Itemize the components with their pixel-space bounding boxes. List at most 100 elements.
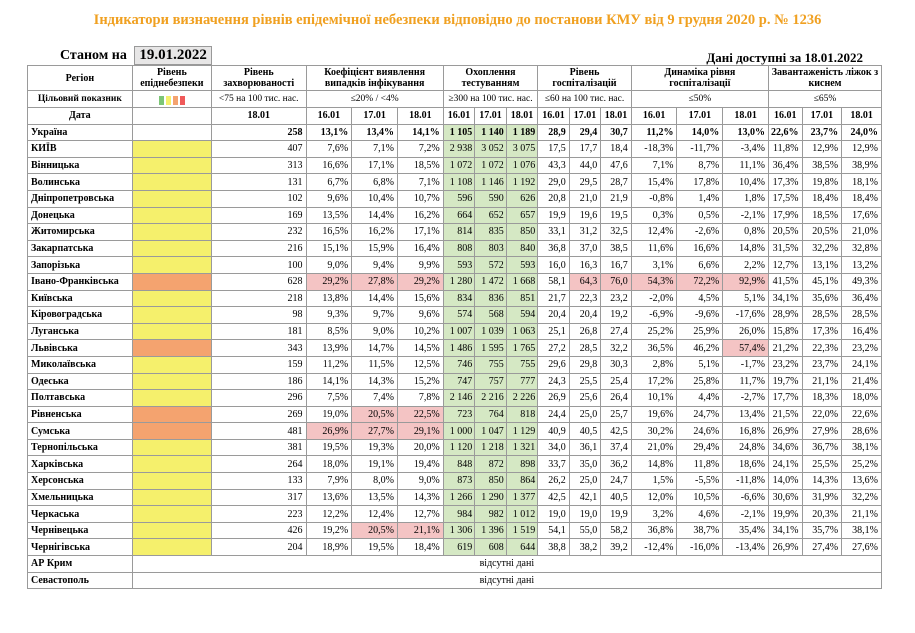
detection-value: 7,1% xyxy=(396,173,444,191)
detection-value: 14,4% xyxy=(351,206,398,225)
coverage-value: 574 xyxy=(442,306,476,324)
hosp-value: 37,4 xyxy=(600,438,632,457)
coverage-value: 851 xyxy=(505,289,539,308)
level-cell xyxy=(131,173,212,191)
dynamics-value: -2,1% xyxy=(722,206,769,225)
region-name: АР Крим xyxy=(27,555,133,573)
dynamics-value: 2,2% xyxy=(722,256,769,274)
beds-value: 23,7% xyxy=(801,123,843,142)
dynamics-value: 17,2% xyxy=(630,372,678,391)
dynamics-value: 15,4% xyxy=(630,173,678,191)
coverage-value: 3 052 xyxy=(474,140,507,158)
hosp-value: 21,0 xyxy=(568,189,602,208)
dynamics-value: 14,0% xyxy=(676,123,724,142)
coverage-value: 898 xyxy=(505,455,539,474)
incidence-value: 269 xyxy=(210,405,307,424)
legend-swatch xyxy=(158,96,164,105)
beds-value: 22,0% xyxy=(801,405,843,424)
coverage-value: 836 xyxy=(474,289,507,308)
coverage-value: 1 192 xyxy=(505,173,539,191)
coverage-value: 1 321 xyxy=(505,438,539,457)
hosp-value: 42,5 xyxy=(600,422,632,440)
level-cell xyxy=(131,521,212,540)
detection-value: 27,7% xyxy=(351,422,398,440)
dynamics-value: 24,8% xyxy=(722,438,769,457)
date-cell: 18.01 xyxy=(396,107,444,125)
beds-value: 27,9% xyxy=(801,422,843,440)
hosp-value: 17,7 xyxy=(568,140,602,158)
coverage-value: 1 519 xyxy=(505,521,539,540)
region-name: Україна xyxy=(27,123,133,142)
hosp-value: 29,5 xyxy=(568,173,602,191)
dynamics-value: 25,9% xyxy=(676,322,724,341)
coverage-value: 747 xyxy=(442,372,476,391)
hosp-value: 25,5 xyxy=(568,372,602,391)
dynamics-value: -9,6% xyxy=(676,306,724,324)
dynamics-value: 18,6% xyxy=(722,455,769,474)
level-cell xyxy=(131,389,212,407)
level-cell xyxy=(131,272,212,291)
date-cell: 16.01 xyxy=(767,107,803,125)
dynamics-value: 14,8% xyxy=(722,239,769,258)
beds-value: 19,8% xyxy=(801,173,843,191)
beds-value: 35,6% xyxy=(801,289,843,308)
level-cell xyxy=(131,422,212,440)
beds-value: 38,1% xyxy=(841,521,882,540)
region-name: Севастополь xyxy=(27,571,133,590)
beds-value: 17,3% xyxy=(767,173,803,191)
beds-value: 21,5% xyxy=(767,405,803,424)
coverage-value: 657 xyxy=(505,206,539,225)
coverage-value: 664 xyxy=(442,206,476,225)
beds-value: 22,6% xyxy=(767,123,803,142)
hosp-value: 25,6 xyxy=(568,389,602,407)
beds-value: 18,3% xyxy=(801,389,843,407)
hosp-value: 47,6 xyxy=(600,156,632,175)
coverage-value: 1 140 xyxy=(474,123,507,142)
hosp-value: 25,0 xyxy=(568,405,602,424)
beds-value: 28,6% xyxy=(841,422,882,440)
header-incidence: Рівень захворюваності xyxy=(210,65,307,91)
table-row: Севастополь відсутні дані xyxy=(27,571,883,590)
hosp-value: 38,5 xyxy=(600,239,632,258)
dynamics-value: 36,5% xyxy=(630,339,678,357)
region-name: Кіровоградська xyxy=(27,306,133,324)
hosp-value: 58,1 xyxy=(537,272,570,291)
beds-value: 32,2% xyxy=(841,488,882,507)
date-cell: 18.01 xyxy=(722,107,769,125)
coverage-value: 1 189 xyxy=(505,123,539,142)
region-name: Вінницька xyxy=(27,156,133,175)
detection-value: 6,8% xyxy=(351,173,398,191)
coverage-value: 2 938 xyxy=(442,140,476,158)
detection-value: 14,3% xyxy=(396,488,444,507)
dynamics-value: 0,3% xyxy=(630,206,678,225)
dynamics-value: 11,7% xyxy=(722,372,769,391)
dynamics-value: 12,4% xyxy=(630,223,678,241)
beds-value: 25,2% xyxy=(841,455,882,474)
table-row: Одеська 186 14,1% 14,3% 15,2% 747 757 777 24,3 25… xyxy=(27,372,882,391)
level-cell xyxy=(131,239,212,258)
level-legend xyxy=(134,93,210,105)
date-cell: 17.01 xyxy=(351,107,398,125)
table-row: Херсонська 133 7,9% 8,0% 9,0% 873 850 864 26,2 25… xyxy=(27,472,882,490)
hosp-value: 20,4 xyxy=(537,306,570,324)
region-name: Тернопільська xyxy=(27,438,133,457)
table-row: АР Крим відсутні дані xyxy=(27,555,883,573)
coverage-value: 1 105 xyxy=(442,123,476,142)
coverage-value: 1 108 xyxy=(442,173,476,191)
dynamics-value: -6,6% xyxy=(722,488,769,507)
detection-value: 10,2% xyxy=(396,322,444,341)
dynamics-value: 29,4% xyxy=(676,438,724,457)
beds-value: 38,1% xyxy=(841,438,882,457)
hosp-value: 19,0 xyxy=(568,505,602,523)
dynamics-value: -11,7% xyxy=(676,140,724,158)
hosp-value: 31,2 xyxy=(568,223,602,241)
beds-value: 23,2% xyxy=(841,339,882,357)
dynamics-value: -5,5% xyxy=(676,472,724,490)
incidence-value: 481 xyxy=(210,422,307,440)
hosp-value: 29,4 xyxy=(568,123,602,142)
hosp-value: 28,9 xyxy=(537,123,570,142)
table-row: Донецька 169 13,5% 14,4% 16,2% 664 652 657 19,9 1… xyxy=(27,206,882,225)
hosp-value: 21,9 xyxy=(600,189,632,208)
detection-value: 20,5% xyxy=(351,521,398,540)
incidence-value: 102 xyxy=(210,189,307,208)
